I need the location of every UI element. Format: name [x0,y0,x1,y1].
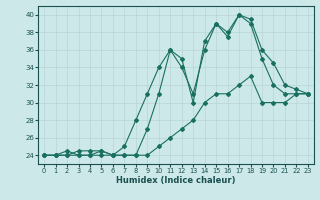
X-axis label: Humidex (Indice chaleur): Humidex (Indice chaleur) [116,176,236,185]
